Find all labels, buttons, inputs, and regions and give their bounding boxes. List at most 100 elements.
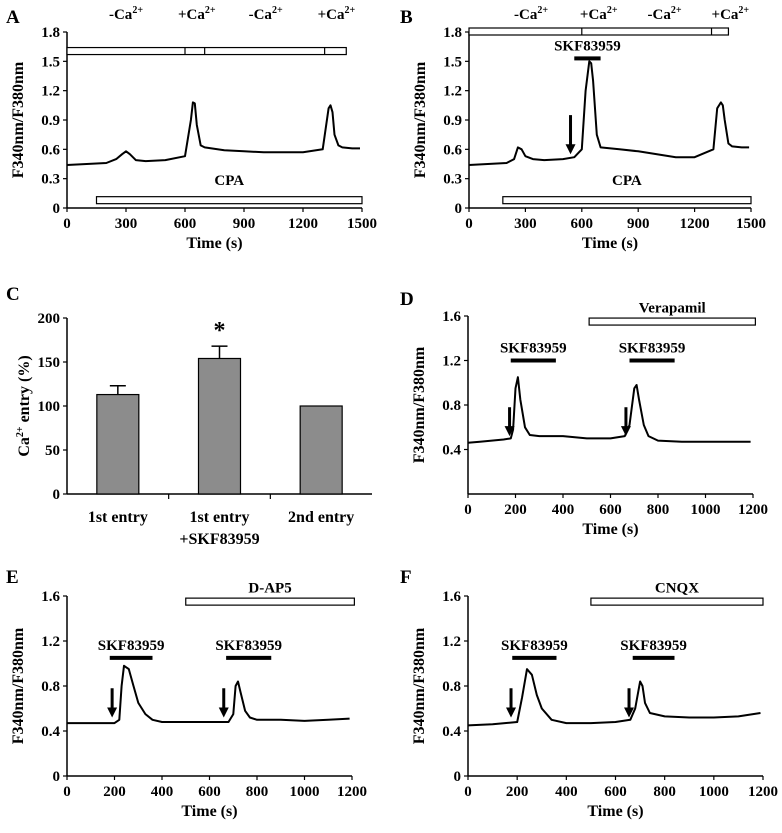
x-tick-label: 900 bbox=[233, 216, 256, 232]
y-tick-label: 100 bbox=[38, 399, 61, 415]
y-tick-label: 0 bbox=[53, 201, 61, 217]
y-tick-label: 1.2 bbox=[442, 634, 461, 650]
x-tick-label: 1200 bbox=[680, 216, 710, 232]
bar-2 bbox=[197, 357, 242, 495]
drug-bar bbox=[109, 655, 153, 660]
x-tick-label: 1500 bbox=[736, 216, 766, 232]
category-label-line: 2nd entry bbox=[288, 509, 354, 526]
y-axis-label: F340nm/F380nm bbox=[10, 61, 27, 178]
x-tick-label: 900 bbox=[627, 216, 650, 232]
calcium-bar bbox=[66, 46, 347, 56]
y-tick-label: 0.3 bbox=[443, 172, 462, 188]
drug-label: CPA bbox=[214, 173, 244, 189]
series-trace bbox=[467, 668, 761, 727]
y-tick-label: 0.9 bbox=[443, 113, 462, 129]
x-axis-label: Time (s) bbox=[582, 235, 638, 252]
y-tick-label: 0.8 bbox=[442, 398, 461, 414]
panel-label: A bbox=[6, 7, 20, 28]
annotation-superscript: 2+ bbox=[345, 5, 356, 16]
panel-label: F bbox=[400, 567, 412, 588]
calcium-annotation: -Ca2+ bbox=[249, 5, 283, 23]
panel-label: E bbox=[6, 567, 19, 588]
drug-label: SKF83959 bbox=[620, 638, 687, 654]
bar-3 bbox=[299, 405, 343, 495]
annotation-text: +Ca bbox=[178, 7, 205, 23]
bar-1 bbox=[96, 393, 140, 495]
drug-label: SKF83959 bbox=[619, 341, 686, 357]
drug-bar bbox=[226, 655, 272, 660]
arrow-head bbox=[624, 707, 635, 718]
y-tick-label: 50 bbox=[45, 443, 60, 459]
annotation-superscript: 2+ bbox=[671, 5, 682, 16]
panel-label: B bbox=[400, 7, 413, 28]
drug-bar bbox=[185, 597, 355, 606]
x-tick-label: 400 bbox=[552, 502, 575, 518]
y-axis-label: F340nm/F380nm bbox=[411, 627, 428, 744]
panel-b: B 0 300 600 900 1200 1500 0 0.3 0.6 0.9 1.2 1.5 1.8 Ti… bbox=[400, 5, 766, 252]
y-tick-label: 0.6 bbox=[443, 142, 462, 158]
y-axis-label: F340nm/F380nm bbox=[411, 346, 428, 463]
x-tick-label: 400 bbox=[555, 784, 578, 800]
calcium-annotation: +Ca2+ bbox=[318, 5, 356, 23]
y-tick-label: 0.9 bbox=[41, 113, 60, 129]
drug-bar bbox=[510, 358, 556, 363]
x-tick-label: 1000 bbox=[691, 502, 721, 518]
series-trace bbox=[468, 60, 750, 166]
drug-label: Verapamil bbox=[639, 301, 706, 317]
arrow-head bbox=[218, 707, 229, 718]
annotation-text: -Ca bbox=[648, 7, 672, 23]
arrow-head bbox=[565, 144, 576, 155]
x-tick-label: 1200 bbox=[288, 216, 318, 232]
x-axis-label: Time (s) bbox=[181, 803, 237, 820]
x-axis-label: Time (s) bbox=[587, 803, 643, 820]
y-tick-label: 1.2 bbox=[443, 84, 462, 100]
category-label: 2nd entry bbox=[288, 509, 354, 526]
calcium-annotation: -Ca2+ bbox=[514, 5, 548, 23]
y-tick-label: 150 bbox=[38, 355, 61, 371]
drug-bar bbox=[512, 655, 557, 660]
x-tick-label: 0 bbox=[465, 216, 473, 232]
drug-label: D-AP5 bbox=[248, 581, 291, 597]
calcium-annotation: +Ca2+ bbox=[712, 5, 750, 23]
arrow-head bbox=[504, 426, 515, 437]
annotation-superscript: 2+ bbox=[272, 5, 283, 16]
y-tick-label: 1.6 bbox=[41, 589, 60, 605]
y-tick-label: 0.4 bbox=[442, 724, 461, 740]
y-tick-label: 1.8 bbox=[41, 25, 60, 41]
x-tick-label: 1200 bbox=[337, 784, 367, 800]
panel-f: F 0 200 400 600 800 1000 1200 0 0.4 0.8 1.2 1.6 Time … bbox=[400, 567, 778, 820]
x-axis-label: Time (s) bbox=[186, 235, 242, 252]
y-tick-label: 0.4 bbox=[442, 443, 461, 459]
arrow-head bbox=[620, 426, 631, 437]
y-tick-label: 1.2 bbox=[442, 354, 461, 370]
drug-label: SKF83959 bbox=[500, 341, 567, 357]
drug-label: CNQX bbox=[655, 581, 699, 597]
drug-bar bbox=[95, 196, 363, 205]
x-tick-label: 0 bbox=[63, 784, 71, 800]
x-tick-label: 600 bbox=[599, 502, 622, 518]
panel-label: C bbox=[6, 284, 20, 305]
arrow-head bbox=[506, 707, 517, 718]
drug-label: SKF83959 bbox=[554, 38, 621, 54]
category-label-line: 1st entry bbox=[190, 509, 250, 526]
drug-label: CPA bbox=[612, 173, 642, 189]
y-tick-label: 0.3 bbox=[41, 172, 60, 188]
y-tick-label: 0.6 bbox=[41, 142, 60, 158]
drug-bar bbox=[588, 317, 756, 326]
drug-label: SKF83959 bbox=[98, 638, 165, 654]
x-tick-label: 1500 bbox=[347, 216, 377, 232]
y-axis-label: Ca2+ entry (%) bbox=[15, 355, 33, 456]
x-tick-label: 300 bbox=[514, 216, 537, 232]
annotation-superscript: 2+ bbox=[607, 5, 618, 16]
annotation-text: -Ca bbox=[514, 7, 538, 23]
x-tick-label: 800 bbox=[246, 784, 269, 800]
y-tick-label: 1.2 bbox=[41, 634, 60, 650]
drug-bar bbox=[629, 358, 675, 363]
x-tick-label: 300 bbox=[115, 216, 138, 232]
x-tick-label: 200 bbox=[506, 784, 529, 800]
drug-label: SKF83959 bbox=[501, 638, 568, 654]
y-tick-label: 0.8 bbox=[41, 679, 60, 695]
annotation-text: -Ca bbox=[249, 7, 273, 23]
x-tick-label: 800 bbox=[653, 784, 676, 800]
annotation-text: +Ca bbox=[580, 7, 607, 23]
